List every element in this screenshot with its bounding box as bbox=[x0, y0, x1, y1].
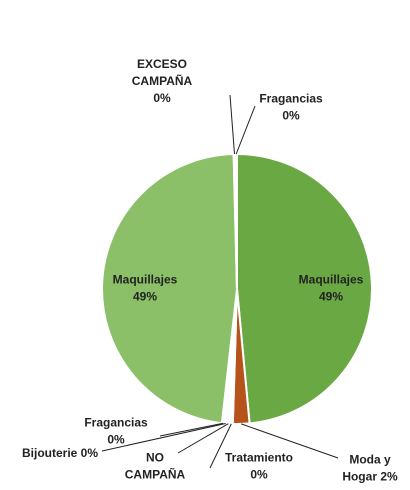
slice-label-line: NO bbox=[146, 451, 164, 465]
labels-layer: Maquillajes 49% Moda y Hogar 2% Tratamiento 0… bbox=[22, 57, 398, 484]
slice-label-7: EXCESO CAMPAÑA 0% bbox=[132, 57, 193, 105]
pie-slice-0 bbox=[236, 152, 373, 425]
slice-label-line: Maquillajes bbox=[299, 273, 364, 287]
slice-label-line: Maquillajes bbox=[113, 273, 178, 287]
slice-label-line: Tratamiento bbox=[225, 451, 293, 465]
leader-line-8 bbox=[235, 105, 256, 155]
pie-slice-6 bbox=[101, 153, 239, 425]
slice-label-line: Hogar 2% bbox=[342, 470, 398, 484]
slice-label-line: 0% bbox=[107, 433, 125, 447]
slice-label-5: Fragancias 0% bbox=[84, 416, 148, 447]
pie-slice-8 bbox=[234, 152, 238, 290]
leader-lines-layer bbox=[101, 94, 339, 469]
slice-label-8: Fragancias 0% bbox=[259, 92, 323, 123]
slice-label-line: 0% bbox=[153, 91, 171, 105]
slice-label-line: Fragancias bbox=[84, 416, 148, 430]
slice-label-0: Maquillajes 49% bbox=[299, 273, 364, 304]
slice-label-2: Tratamiento 0% bbox=[225, 451, 293, 482]
slice-label-line: Fragancias bbox=[259, 92, 323, 106]
slice-label-line: Bijouterie 0% bbox=[22, 446, 98, 460]
leader-line-1 bbox=[241, 423, 339, 459]
slice-label-1: Moda y Hogar 2% bbox=[342, 453, 398, 484]
slice-label-line: 0% bbox=[282, 109, 300, 123]
slice-label-line: 49% bbox=[319, 290, 343, 304]
slice-label-line: CAMPAÑA bbox=[125, 467, 186, 482]
slice-label-line: EXCESO bbox=[137, 57, 187, 71]
slice-label-line: 49% bbox=[133, 290, 157, 304]
leader-line-4 bbox=[101, 423, 226, 452]
slice-label-6: Maquillajes 49% bbox=[113, 273, 178, 304]
slice-label-3: NO CAMPAÑA bbox=[125, 451, 186, 482]
leader-line-2 bbox=[209, 423, 232, 469]
slice-label-line: Moda y bbox=[349, 453, 391, 467]
leader-line-5 bbox=[159, 422, 224, 437]
slice-label-4: Bijouterie 0% bbox=[22, 446, 98, 460]
slice-label-line: 0% bbox=[250, 468, 268, 482]
leader-line-3 bbox=[177, 423, 229, 454]
slice-label-line: CAMPAÑA bbox=[132, 73, 193, 88]
leader-line-7 bbox=[229, 94, 235, 155]
